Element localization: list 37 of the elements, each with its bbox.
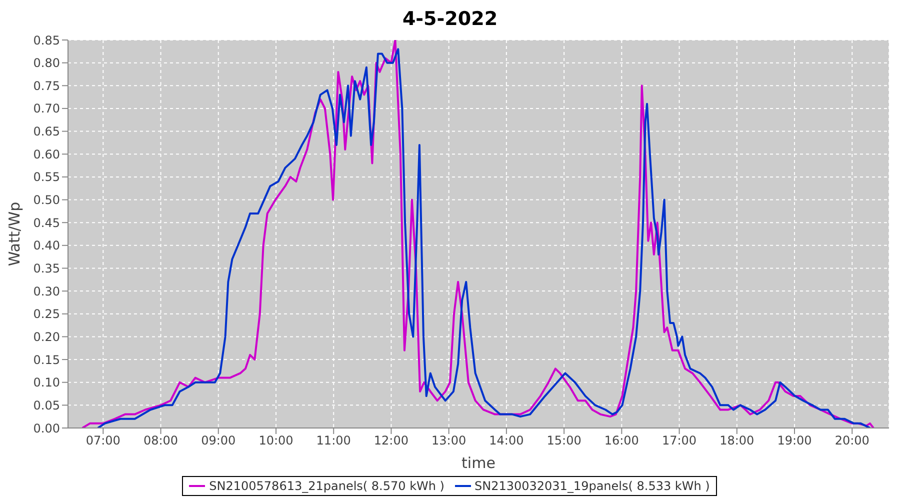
y-tick-label: 0.20 bbox=[33, 330, 60, 344]
y-tick-label: 0.30 bbox=[33, 284, 60, 298]
y-tick-label: 0.00 bbox=[33, 421, 60, 436]
y-tick-label: 0.45 bbox=[33, 216, 60, 230]
y-tick-label: 0.60 bbox=[33, 147, 60, 162]
y-tick-label: 0.50 bbox=[33, 193, 60, 208]
x-tick-label: 11:00 bbox=[316, 434, 351, 448]
legend-label: SN2100578613_21panels( 8.570 kWh ) bbox=[208, 479, 444, 493]
y-tick-label: 0.55 bbox=[33, 170, 60, 184]
legend-label: SN2130032031_19panels( 8.533 kWh ) bbox=[474, 479, 710, 493]
x-tick-label: 15:00 bbox=[546, 434, 582, 448]
x-tick-label: 07:00 bbox=[86, 434, 120, 448]
y-tick-label: 0.80 bbox=[33, 56, 60, 70]
y-axis-title: Watt/Wp bbox=[5, 202, 24, 266]
y-tick-label: 0.10 bbox=[33, 376, 60, 390]
y-tick-label: 0.70 bbox=[33, 102, 60, 116]
y-tick-label: 0.75 bbox=[33, 78, 60, 93]
y-tick-label: 0.05 bbox=[33, 398, 60, 412]
y-tick-label: 0.65 bbox=[33, 124, 60, 139]
x-tick-label: 16:00 bbox=[604, 434, 639, 448]
y-tick-label: 0.35 bbox=[33, 261, 60, 276]
x-tick-label: 19:00 bbox=[777, 434, 812, 448]
y-tick-label: 0.40 bbox=[33, 238, 60, 253]
x-tick-label: 14:00 bbox=[489, 434, 524, 448]
x-tick-label: 12:00 bbox=[374, 434, 409, 448]
x-tick-label: 17:00 bbox=[662, 434, 697, 448]
x-tick-label: 08:00 bbox=[143, 434, 178, 448]
x-tick-label: 10:00 bbox=[258, 434, 294, 448]
chart-title: 4-5-2022 bbox=[401, 8, 499, 30]
y-tick-label: 0.15 bbox=[33, 352, 60, 367]
y-tick-label: 0.25 bbox=[33, 307, 60, 322]
x-tick-label: 13:00 bbox=[432, 434, 466, 448]
y-tick-label: 0.85 bbox=[33, 33, 60, 48]
x-axis-title: time bbox=[462, 454, 496, 472]
x-tick-label: 18:00 bbox=[720, 434, 754, 448]
x-tick-label: 09:00 bbox=[201, 434, 236, 448]
x-tick-label: 20:00 bbox=[834, 434, 870, 448]
